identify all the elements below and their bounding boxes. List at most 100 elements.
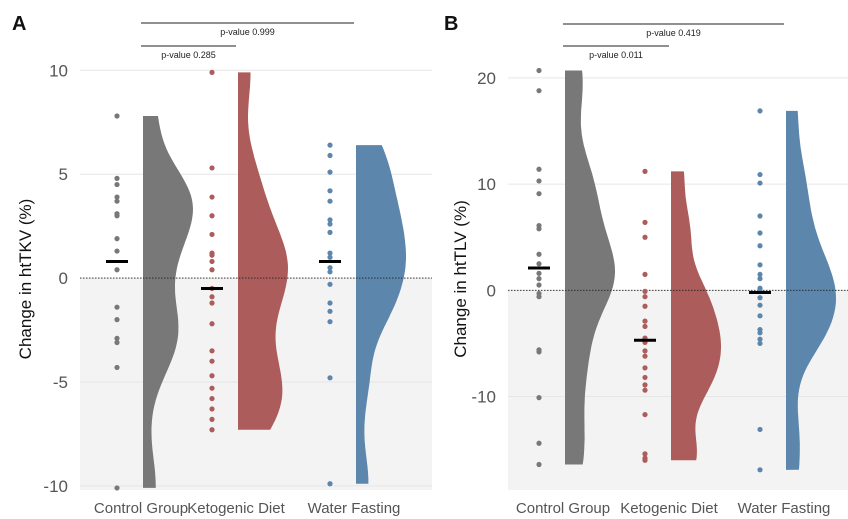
panel-b: -10 0 10 20 Change in htTLV (%) Control Group…: [444, 13, 848, 517]
data-point: [536, 294, 542, 300]
density-violin: [565, 70, 615, 465]
density-violin: [356, 145, 406, 484]
y-axis-title: Change in htTKV (%): [16, 199, 35, 360]
panel-letter: B: [444, 13, 458, 35]
data-point: [327, 217, 333, 223]
data-point: [757, 336, 763, 342]
data-point: [327, 221, 333, 227]
y-tick-label: 5: [59, 165, 68, 184]
data-point: [757, 340, 763, 347]
data-point: [642, 323, 648, 330]
data-point: [642, 365, 648, 371]
y-tick-label: -10: [43, 477, 68, 496]
x-category-label: Water Fasting: [738, 500, 831, 517]
x-category-label: Control Group: [94, 500, 188, 517]
data-point: [209, 427, 215, 433]
data-point: [757, 467, 763, 473]
panel-a: -10 -5 0 5 10 Change in htTKV (%) Control Grou…: [12, 13, 432, 517]
data-point: [757, 243, 763, 249]
data-point: [642, 387, 648, 393]
data-point: [209, 231, 215, 238]
data-point: [757, 262, 763, 268]
data-point: [536, 282, 542, 288]
data-point: [209, 395, 215, 402]
data-point: [536, 276, 542, 282]
data-point: [327, 254, 333, 260]
x-category-label: Water Fasting: [308, 500, 401, 517]
p-value-label: p-value 0.999: [220, 27, 275, 37]
data-point: [536, 251, 542, 257]
data-point: [642, 294, 648, 300]
data-point: [209, 300, 215, 306]
data-point: [114, 194, 120, 200]
data-point: [327, 229, 333, 235]
data-point: [327, 319, 333, 325]
y-tick-label: 20: [477, 69, 496, 88]
data-point: [114, 175, 120, 181]
data-point: [209, 294, 215, 300]
data-point: [642, 451, 648, 457]
x-category-label: Ketogenic Diet: [620, 500, 718, 517]
data-point: [642, 234, 648, 240]
data-point: [114, 304, 120, 310]
data-point: [114, 236, 120, 242]
data-point: [114, 485, 120, 491]
p-value-label: p-value 0.285: [161, 50, 216, 60]
data-point: [209, 267, 215, 273]
data-point: [114, 335, 120, 341]
data-point: [114, 248, 120, 254]
data-point: [209, 373, 215, 379]
data-point: [642, 303, 648, 309]
data-point: [209, 194, 215, 200]
data-point: [642, 219, 648, 225]
data-point: [536, 395, 542, 401]
data-point: [327, 265, 333, 271]
data-point: [209, 165, 215, 171]
data-point: [327, 152, 333, 159]
data-point: [536, 270, 542, 276]
data-point: [327, 281, 333, 287]
data-point: [757, 295, 763, 301]
data-point: [642, 382, 648, 388]
data-point: [114, 317, 120, 323]
density-violin: [143, 116, 193, 488]
data-point: [757, 180, 763, 186]
data-point: [327, 188, 333, 194]
data-point: [642, 168, 648, 174]
data-point: [327, 269, 333, 275]
data-point: [327, 308, 333, 314]
data-point: [642, 411, 648, 418]
data-point: [757, 302, 763, 308]
density-violin: [238, 72, 288, 430]
data-point: [209, 385, 215, 391]
y-tick-label: 0: [487, 281, 496, 300]
y-tick-label: -10: [471, 388, 496, 407]
panel-letter: A: [12, 13, 26, 35]
data-point: [757, 313, 763, 319]
data-point: [536, 261, 542, 267]
data-point: [536, 461, 542, 468]
y-tick-label: 10: [49, 61, 68, 80]
data-point: [536, 67, 542, 74]
y-tick-label: 10: [477, 175, 496, 194]
data-point: [209, 321, 215, 327]
data-point: [209, 358, 215, 364]
density-violin: [671, 171, 721, 461]
data-point: [757, 276, 763, 282]
data-point: [114, 267, 120, 273]
data-point: [536, 191, 542, 197]
data-point: [536, 178, 542, 184]
data-point: [757, 271, 763, 278]
data-point: [327, 250, 333, 256]
data-point: [536, 440, 542, 446]
data-point: [757, 230, 763, 236]
data-point: [209, 213, 215, 219]
data-point: [327, 375, 333, 381]
data-point: [327, 169, 333, 175]
data-point: [114, 198, 120, 204]
data-point: [757, 213, 763, 219]
data-point: [114, 364, 120, 371]
data-point: [114, 113, 120, 119]
data-point: [327, 142, 333, 148]
data-point: [209, 416, 215, 422]
